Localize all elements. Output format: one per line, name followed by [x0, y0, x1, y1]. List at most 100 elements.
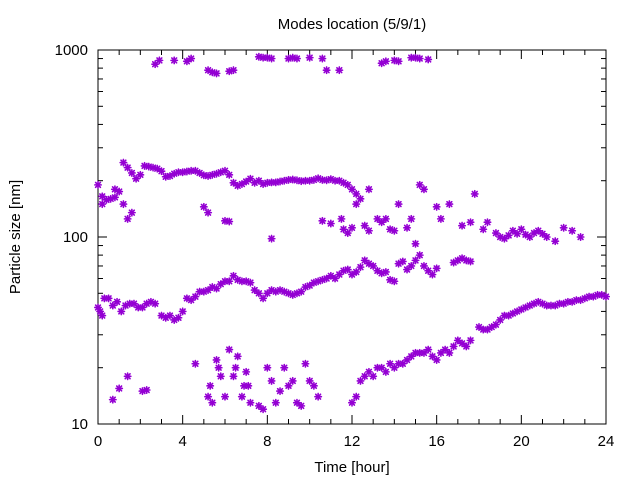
data-point	[225, 345, 234, 354]
data-point	[390, 277, 399, 286]
data-point	[530, 299, 539, 308]
data-point	[297, 401, 306, 410]
data-point	[407, 214, 416, 223]
data-point	[356, 194, 365, 203]
data-point	[322, 66, 331, 75]
data-point	[331, 274, 340, 283]
data-point	[231, 363, 240, 372]
data-point	[123, 372, 132, 381]
data-point	[123, 214, 132, 223]
data-point	[326, 219, 335, 228]
data-point	[208, 398, 217, 407]
data-point	[419, 185, 428, 194]
data-point	[271, 398, 280, 407]
data-point	[424, 345, 433, 354]
data-point	[221, 392, 229, 401]
data-point	[415, 251, 424, 260]
data-point	[115, 384, 124, 393]
data-point	[212, 355, 221, 364]
data-point	[259, 405, 268, 414]
data-point	[305, 376, 314, 385]
data-point	[470, 189, 479, 198]
data-point	[466, 218, 475, 227]
data-point	[117, 307, 126, 316]
data-point	[432, 264, 441, 273]
data-point	[151, 299, 160, 308]
data-point	[343, 229, 352, 238]
data-point	[170, 56, 179, 65]
data-point	[462, 342, 471, 351]
data-point	[381, 214, 390, 223]
data-point	[491, 320, 500, 329]
data-point	[119, 158, 128, 167]
data-point	[432, 355, 441, 364]
y-tick-label: 1000	[55, 42, 88, 59]
data-point	[229, 372, 238, 381]
data-point	[381, 267, 390, 276]
data-point	[288, 376, 297, 385]
x-tick-label: 4	[178, 433, 186, 450]
data-point	[381, 57, 390, 66]
data-point	[204, 208, 213, 217]
data-point	[225, 170, 234, 179]
data-point	[436, 214, 445, 223]
data-point	[254, 289, 263, 298]
data-point	[242, 177, 251, 186]
data-point	[127, 208, 136, 217]
data-point	[337, 214, 346, 223]
data-point	[98, 311, 107, 320]
data-point	[212, 69, 221, 78]
data-point	[191, 292, 200, 301]
data-point	[445, 348, 454, 357]
data-point	[229, 66, 238, 75]
x-tick-labels: 0 4 8 12 16 20 24	[94, 433, 615, 450]
data-point	[276, 387, 285, 396]
data-point	[187, 54, 196, 63]
data-point	[347, 223, 357, 232]
data-point	[246, 398, 255, 407]
data-point	[244, 381, 253, 390]
data-point	[415, 54, 424, 63]
data-point	[221, 166, 229, 175]
data-point	[356, 263, 365, 272]
y-tick-labels: 10 100 1000	[55, 42, 88, 433]
y-tick-label: 10	[71, 416, 88, 433]
data-point	[263, 363, 272, 372]
data-point	[292, 176, 301, 185]
data-point	[108, 301, 117, 310]
data-point	[155, 56, 164, 65]
data-point	[352, 392, 361, 401]
data-point	[551, 237, 560, 246]
data-point	[517, 225, 526, 234]
data-point	[419, 261, 428, 270]
y-axis-label: Particle size [nm]	[7, 180, 24, 294]
data-point	[204, 286, 213, 295]
data-point	[487, 323, 496, 332]
data-point	[259, 294, 268, 303]
x-tick-label: 8	[263, 433, 271, 450]
data-point	[284, 381, 293, 390]
data-point	[229, 178, 238, 187]
data-point	[403, 265, 412, 274]
data-point	[225, 217, 234, 226]
data-point	[108, 395, 117, 404]
data-point	[98, 200, 107, 209]
data-point	[142, 385, 151, 394]
data-point	[381, 367, 390, 376]
data-point	[225, 277, 234, 286]
data-point	[267, 54, 276, 63]
data-point	[403, 223, 412, 232]
data-point	[280, 363, 289, 372]
data-point	[301, 359, 310, 368]
data-point	[305, 53, 314, 62]
data-point	[601, 292, 611, 301]
axis-ticks	[97, 50, 607, 425]
data-point	[449, 342, 458, 351]
x-tick-label: 16	[428, 433, 445, 450]
data-point	[411, 239, 420, 248]
x-tick-label: 24	[598, 433, 615, 450]
data-point	[466, 336, 475, 345]
data-point	[453, 336, 462, 345]
data-point	[206, 381, 215, 390]
